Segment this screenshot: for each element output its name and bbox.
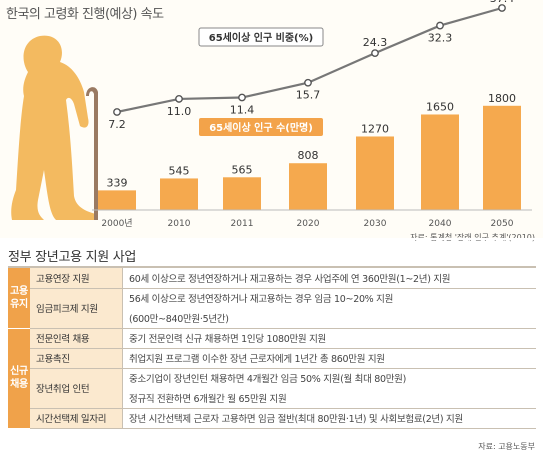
- policy-program-desc: 56세 이상으로 정년연장하거나 재고용하는 경우 임금 10~20% 지원: [129, 294, 394, 306]
- policy-group-label: 고용 유지: [8, 268, 30, 329]
- policy-program-desc: 60세 이상으로 정년연장하거나 재고용하는 경우 사업주에 연 360만원(1…: [122, 268, 536, 289]
- policy-program-desc: 중소기업이 장년인턴 채용하면 4개월간 임금 50% 지원(월 최대 80만원…: [129, 374, 407, 386]
- line-point: [304, 78, 312, 87]
- policy-program-desc: 장년 시간선택제 근로자 고용하면 임금 절반(최대 80만원·1년) 및 사회…: [122, 408, 536, 429]
- bar-2050: [483, 105, 521, 210]
- policy-row: 장년취업 인턴 중소기업이 장년인턴 채용하면 4개월간 임금 50% 지원(월 …: [8, 368, 536, 409]
- bar-2030: [356, 136, 394, 210]
- policy-program-desc: 중기 전문인력 신규 채용하면 1인당 1080만원 지원: [122, 328, 536, 349]
- bar-2000년: [98, 190, 136, 210]
- bar-2040: [421, 114, 459, 210]
- policy-row: 정규직 전환하면 6개월간 월 65만원 지원: [8, 388, 536, 409]
- bar-value-label: 339: [107, 176, 128, 189]
- x-tick-label: 2040: [429, 219, 452, 229]
- line-point: [238, 93, 246, 102]
- chart-area: 339 545 565 808 1270 1650 1800 2000년 2010 2011 202…: [6, 0, 535, 242]
- x-tick-label: 2010: [168, 219, 191, 229]
- line-point: [175, 95, 183, 103]
- policy-program-name: 고용연장 지원: [30, 268, 123, 289]
- policy-program-name: 전문인력 채용: [30, 328, 123, 349]
- bar-2020: [289, 163, 327, 210]
- bar-value-label: 1650: [426, 100, 454, 113]
- line-value-label: 32.3: [428, 32, 453, 45]
- chart-source: 자료: 통계청 '장래 인구 추계'(2010): [410, 232, 535, 243]
- policy-top-rule: [8, 266, 536, 268]
- bar-2011: [223, 177, 261, 210]
- line-value-label: 15.7: [296, 89, 321, 102]
- policy-program-name: 임금피크제 지원: [30, 288, 123, 329]
- line-series-name: 65세이상 인구 비중(%): [209, 31, 313, 44]
- bar-value-label: 808: [298, 149, 319, 162]
- elderly-figure-illustration: [11, 35, 96, 221]
- bar-value-label: 1270: [361, 122, 389, 135]
- policy-title: 정부 장년고용 지원 사업: [8, 250, 137, 265]
- chart-title: 한국의 고령화 진행(예상) 속도: [6, 7, 164, 22]
- aging-chart: 339 545 565 808 1270 1650 1800 2000년 2010 2011 202…: [11, 0, 532, 229]
- policy-program-desc: (600만~840만원·5년간): [122, 308, 536, 329]
- policy-program-desc: 정규직 전환하면 6개월간 월 65만원 지원: [122, 388, 536, 409]
- line-value-label: 11.0: [167, 105, 192, 118]
- bar-series-label-box: [199, 118, 323, 136]
- policy-row: 고용 유지 고용연장 지원 60세 이상으로 정년연장하거나 재고용하는 경우 사업…: [8, 268, 536, 329]
- x-tick-label: 2030: [364, 219, 387, 229]
- policy-group-label: 신규 채용: [8, 328, 30, 429]
- policy-program-name: 장년취업 인턴: [30, 368, 123, 409]
- line-point: [436, 21, 444, 30]
- divider: [0, 238, 543, 240]
- cane-illustration: [86, 87, 98, 220]
- x-tick-label: 2020: [297, 219, 320, 229]
- line-series-label-box: [198, 27, 324, 47]
- line-point: [371, 49, 379, 58]
- x-tick-label: 2050: [491, 219, 514, 229]
- line-point: [498, 4, 506, 12]
- policy-row: 고용촉진 취업지원 프로그램 이수한 장년 근로자에게 1년간 총 860만원 지…: [8, 348, 536, 369]
- policy-row: (600만~840만원·5년간): [8, 308, 536, 329]
- policy-program-desc: 취업지원 프로그램 이수한 장년 근로자에게 1년간 총 860만원 지원: [122, 348, 536, 369]
- x-tick-label: 2011: [231, 219, 254, 229]
- bar-value-label: 1800: [488, 92, 516, 105]
- policy-program-name: 시간선택제 일자리: [30, 408, 123, 429]
- bar-2010: [160, 178, 198, 210]
- line-value-label: 11.4: [230, 104, 255, 117]
- line-value-label: 7.2: [108, 118, 126, 131]
- policy-row: 시간선택제 일자리 장년 시간선택제 근로자 고용하면 임금 절반(최대 80만원…: [8, 408, 536, 429]
- bar-value-label: 545: [169, 164, 190, 177]
- bar-value-label: 565: [232, 163, 253, 176]
- policy-table: 고용 유지 고용연장 지원 60세 이상으로 정년연장하거나 재고용하는 경우 사업…: [8, 268, 536, 429]
- policy-program-name: 고용촉진: [30, 348, 123, 369]
- line-value-label: 37.4: [490, 0, 515, 5]
- x-tick-label: 2000년: [101, 218, 132, 229]
- bar-series-name: 65세이상 인구 수(만명): [209, 121, 313, 134]
- line-value-label: 24.3: [363, 36, 388, 49]
- line-point: [113, 108, 121, 116]
- policy-source: 자료: 고용노동부: [478, 442, 535, 451]
- policy-row: 신규 채용 전문인력 채용 중기 전문인력 신규 채용하면 1인당 1080만원 지…: [8, 328, 536, 429]
- policy-row: 임금피크제 지원 56세 이상으로 정년연장하거나 재고용하는 경우 임금 10~…: [8, 288, 536, 329]
